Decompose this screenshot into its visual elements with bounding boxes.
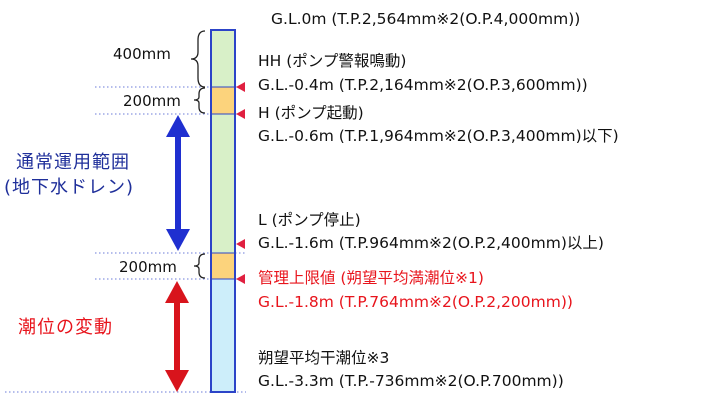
level-low-value: G.L.-3.3m (T.P.-736mm※2(O.P.700mm)) [258, 372, 564, 390]
level-hh-label: HH (ポンプ警報鳴動) [258, 52, 407, 70]
level-gl0-value: G.L.0m (T.P.2,564mm※2(O.P.4,000mm)) [271, 10, 581, 28]
level-marker-hh [236, 82, 245, 92]
level-limit-value: G.L.-1.8m (T.P.764mm※2(O.P.2,200mm)) [258, 293, 573, 311]
brace-200mm-top [193, 87, 206, 114]
column-zone-yellow-bottom [211, 253, 235, 279]
level-marker-h [236, 109, 245, 119]
brace-200mm-bottom [193, 253, 206, 279]
level-marker-limit [236, 274, 245, 284]
tidal-range-arrow [165, 281, 189, 392]
level-h-label: H (ポンプ起動) [258, 104, 364, 122]
normal-range-arrow [166, 115, 190, 251]
level-limit-label: 管理上限値 (朔望平均満潮位※1) [258, 269, 484, 287]
level-h-value: G.L.-0.6m (T.P.1,964mm※2(O.P.3,400mm)以下) [258, 127, 619, 145]
dimension-label-200mm-top: 200mm [123, 92, 181, 110]
column-zone-blue [211, 279, 235, 392]
level-l-value: G.L.-1.6m (T.P.964mm※2(O.P.2,400mm)以上) [258, 234, 604, 252]
level-marker-l [236, 239, 245, 249]
tidal-range-label: 潮位の変動 [18, 317, 113, 338]
level-column [210, 29, 236, 393]
level-low-label: 朔望平均干潮位※3 [258, 349, 390, 367]
brace-400mm [190, 30, 206, 88]
column-zone-green [211, 30, 235, 253]
level-hh-value: G.L.-0.4m (T.P.2,164mm※2(O.P.3,600mm)) [258, 76, 588, 94]
dimension-label-400mm: 400mm [113, 45, 171, 63]
normal-range-sublabel: (地下水ドレン) [4, 177, 135, 198]
level-l-label: L (ポンプ停止) [258, 211, 361, 229]
normal-range-label: 通常運用範囲 [16, 152, 130, 173]
dimension-label-200mm-bottom: 200mm [119, 258, 177, 276]
column-zone-yellow-top [211, 87, 235, 114]
